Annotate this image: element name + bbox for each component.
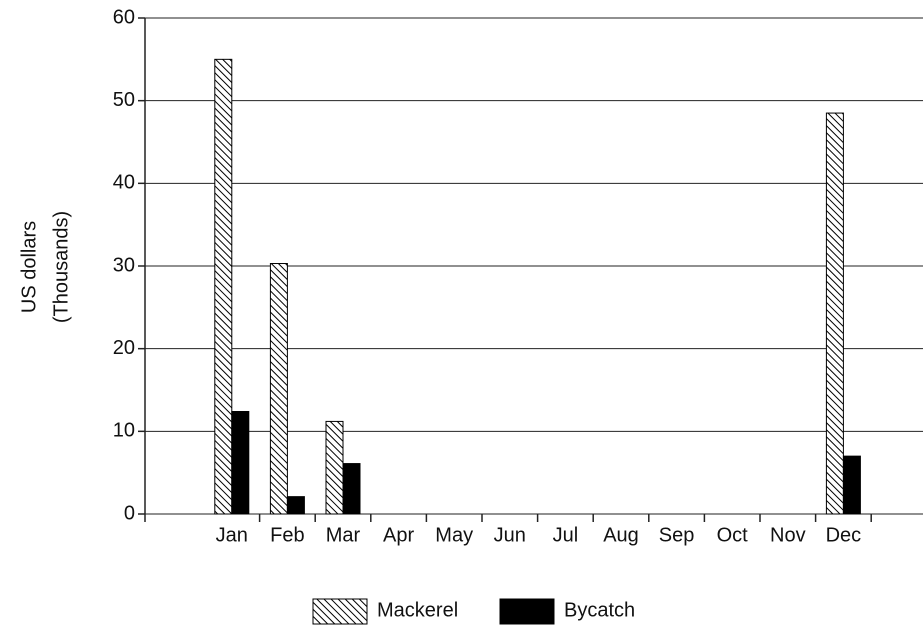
legend-label: Bycatch (564, 599, 635, 621)
x-tick-label: Mar (326, 524, 361, 546)
bar (231, 410, 250, 515)
x-tick-label: Sep (659, 524, 695, 546)
y-tick-label: 0 (124, 502, 135, 524)
bar (214, 58, 233, 515)
x-tick-label: May (435, 524, 473, 546)
y-tick-label: 60 (113, 6, 135, 28)
x-tick-label: Feb (270, 524, 304, 546)
x-tick-label: Jul (553, 524, 579, 546)
y-axis-label: (Thousands) (50, 211, 72, 323)
y-tick-label: 40 (113, 172, 135, 194)
x-tick-label: Oct (717, 524, 749, 546)
x-tick-label: Dec (826, 524, 862, 546)
x-tick-label: Jan (216, 524, 248, 546)
x-tick-label: Aug (603, 524, 639, 546)
bar (325, 420, 344, 515)
legend-swatch (499, 598, 555, 625)
legend-label: Mackerel (377, 599, 458, 621)
bar (842, 455, 861, 515)
y-axis-label: US dollars (18, 221, 40, 313)
x-tick-label: Jun (494, 524, 526, 546)
y-tick-label: 50 (113, 89, 135, 111)
bar (825, 112, 844, 515)
bar (269, 263, 288, 515)
x-tick-label: Nov (770, 524, 806, 546)
y-tick-label: 10 (113, 420, 135, 442)
bar (342, 463, 361, 515)
x-tick-label: Apr (383, 524, 414, 546)
bar (286, 496, 305, 515)
legend-swatch (312, 598, 368, 625)
y-tick-label: 20 (113, 337, 135, 359)
y-tick-label: 30 (113, 254, 135, 276)
